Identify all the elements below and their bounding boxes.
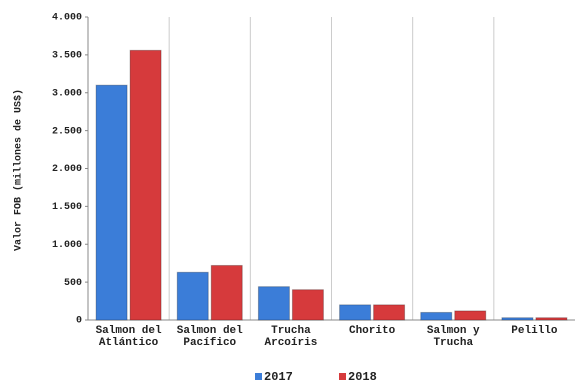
- bar: [501, 317, 534, 321]
- x-tick-label: Pelillo: [511, 325, 558, 337]
- x-tick-label: Chorito: [348, 325, 396, 337]
- y-tick-label: 4.000: [52, 13, 82, 24]
- legend-label: 2017: [264, 370, 293, 384]
- y-tick-label: 3.500: [52, 51, 82, 62]
- bar: [257, 286, 290, 321]
- x-tick-label: Trucha Arcoíris: [264, 325, 318, 349]
- x-tick-label: Salmon del Atlántico: [95, 325, 162, 349]
- bar: [420, 311, 453, 321]
- legend-swatch: [255, 373, 262, 380]
- y-tick-label: 3.000: [52, 88, 82, 99]
- legend-swatch: [339, 373, 346, 380]
- bar: [535, 317, 568, 321]
- y-tick-label: 2.500: [52, 126, 82, 137]
- bar: [339, 304, 372, 321]
- y-axis-label: Valor FOB (millones de US$): [13, 89, 25, 251]
- bar: [95, 84, 128, 321]
- bar: [176, 271, 209, 321]
- y-tick-label: 0: [76, 316, 82, 327]
- bar: [291, 289, 324, 321]
- y-tick-label: 1.500: [52, 202, 82, 213]
- bar: [454, 310, 487, 321]
- y-tick-label: 2.000: [52, 164, 82, 175]
- y-tick-label: 1.000: [52, 240, 82, 251]
- legend-label: 2018: [348, 370, 377, 384]
- bar: [210, 264, 243, 321]
- bar: [129, 49, 162, 321]
- x-tick-label: Salmon y Trucha: [426, 325, 480, 349]
- x-tick-label: Salmon del Pacífico: [176, 325, 243, 349]
- bar: [373, 304, 406, 321]
- y-tick-label: 500: [64, 278, 82, 289]
